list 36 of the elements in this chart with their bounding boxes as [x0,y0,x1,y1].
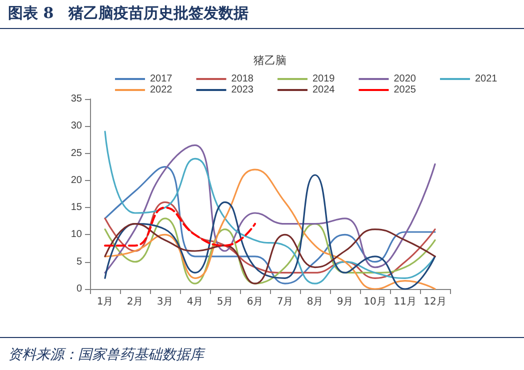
y-tick-label: 15 [70,202,82,214]
legend-label: 2021 [474,74,498,84]
legend-label: 2018 [231,74,254,84]
x-tick-label: 1月 [96,296,114,308]
chart-subtitle: 猪乙脑 [254,54,286,67]
legend-label: 2020 [394,74,416,84]
x-tick-label: 8月 [306,296,324,308]
x-tick-label: 5月 [216,296,234,308]
legend-label: 2017 [150,74,173,84]
legend-label: 2022 [150,84,173,96]
x-tick-label: 3月 [156,296,174,308]
legend-label: 2023 [231,84,254,96]
chart-title: 图表 8 猪乙脑疫苗历史批签发数据 [8,4,249,23]
x-tick-label: 12月 [424,296,446,308]
y-tick-label: 25 [70,148,82,159]
line-series [104,130,436,284]
x-tick-label: 10月 [364,296,386,308]
legend-label: 2019 [312,74,336,84]
y-tick-label: 20 [70,174,82,186]
x-tick-label: 2月 [126,296,144,308]
legend-label: 2025 [394,84,416,96]
y-tick-label: 30 [70,120,82,132]
x-tick-label: 6月 [246,296,264,308]
y-tick-label: 10 [70,229,82,240]
y-tick-label: 35 [70,94,82,104]
y-tick-label: 5 [76,256,82,268]
line-series [104,206,256,247]
line-series [104,144,436,274]
y-tick-label: 0 [76,284,82,294]
line-series [104,201,436,279]
x-tick-label: 9月 [336,296,354,308]
x-tick-label: 11月 [394,296,416,308]
legend-label: 2024 [312,84,336,96]
text: 资料来源：国家兽药基础数据库 [8,346,204,364]
x-tick-label: 4月 [186,296,204,308]
x-tick-label: 7月 [276,296,294,308]
